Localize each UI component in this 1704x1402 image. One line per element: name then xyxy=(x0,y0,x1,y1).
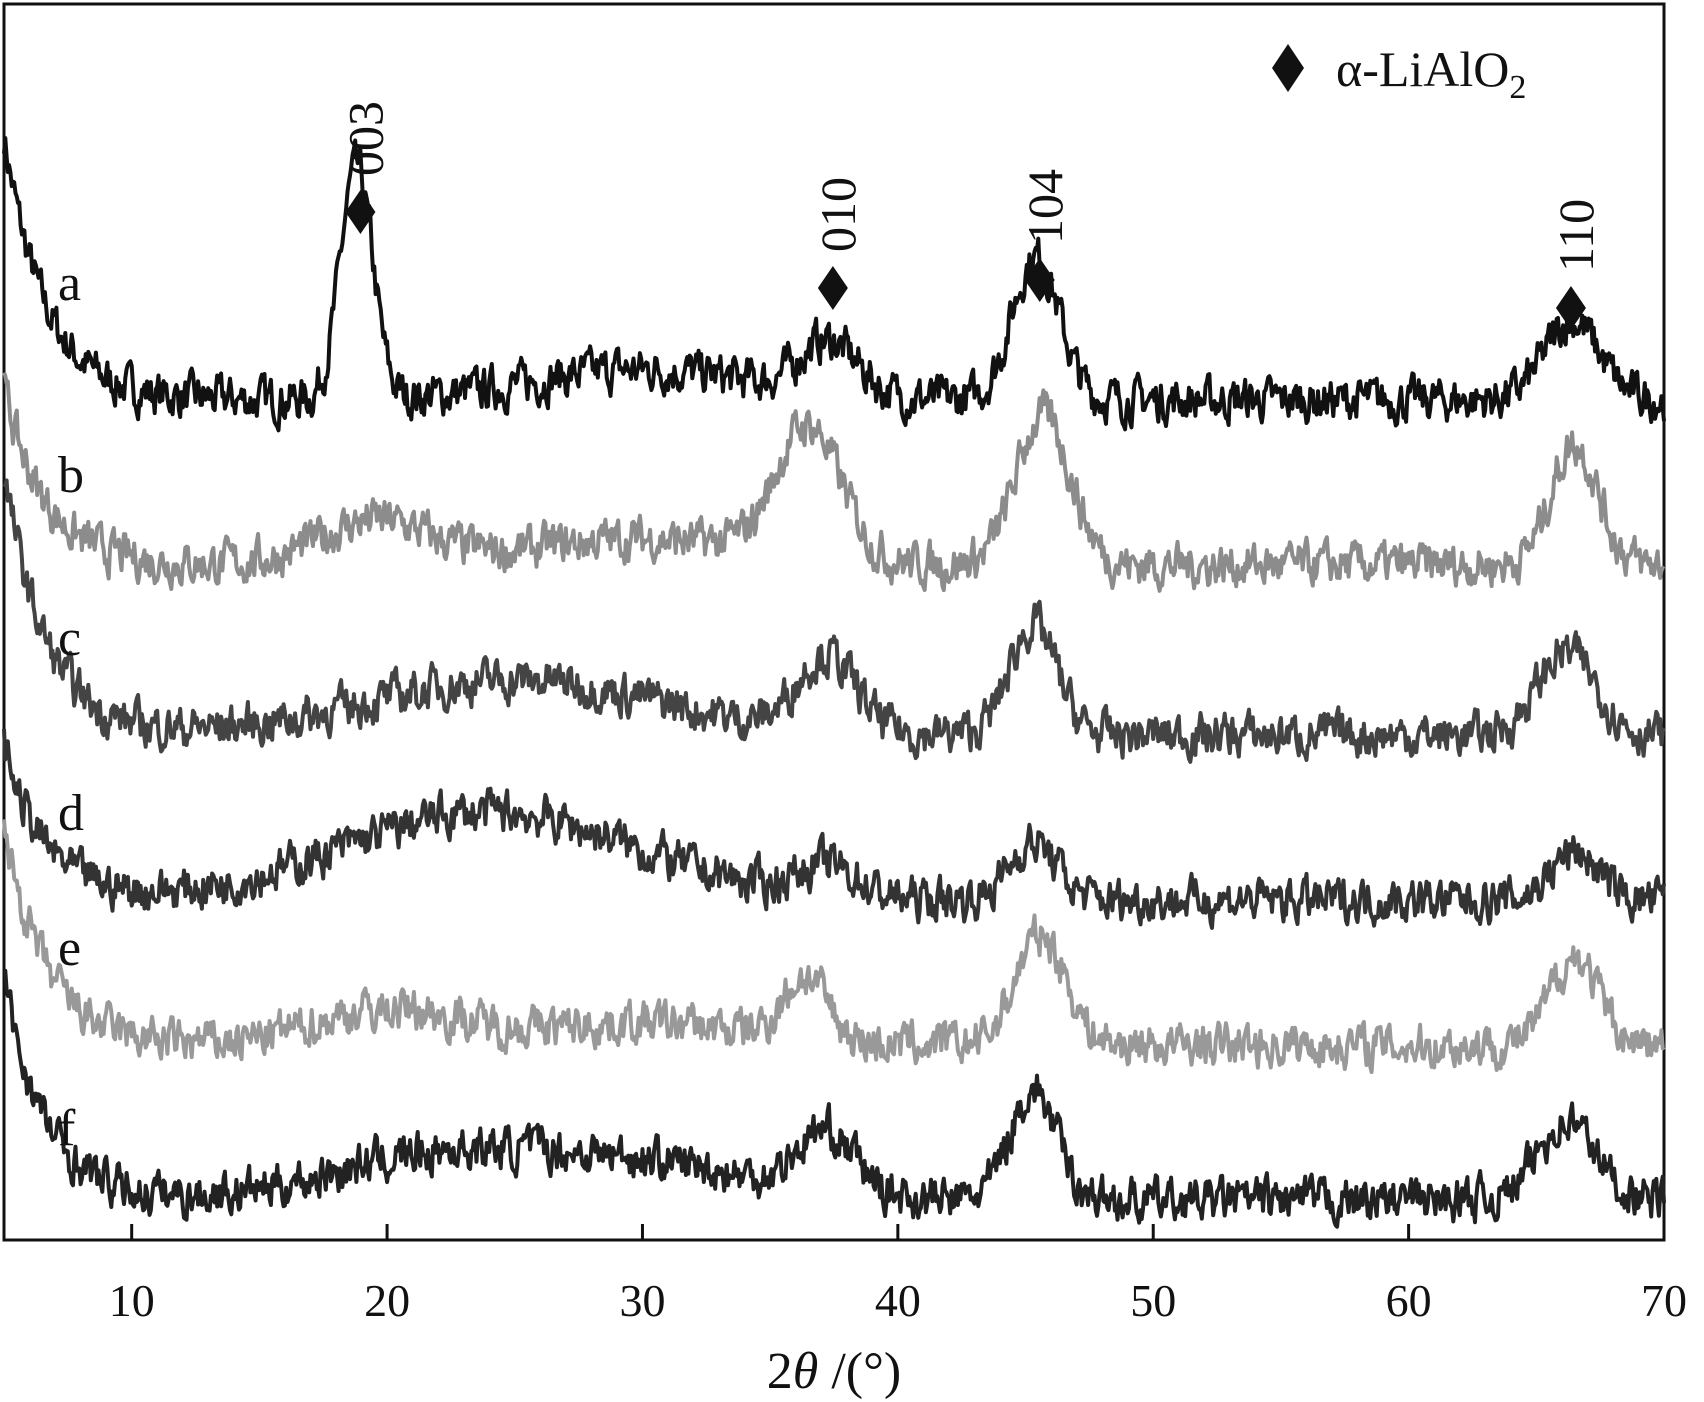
x-tick-label-10: 10 xyxy=(109,1275,155,1326)
peak-label-110: 110 xyxy=(1548,199,1604,272)
series-layer xyxy=(2,136,1666,1229)
series-line-a xyxy=(2,136,1666,433)
plot-frame xyxy=(2,2,1666,1242)
x-axis-label-suffix: /(°) xyxy=(818,1343,901,1400)
x-tick-label-70: 70 xyxy=(1641,1275,1687,1326)
x-axis-label: 2θ /(°) xyxy=(767,1343,901,1400)
peak-markers: 003 010 104 110 xyxy=(337,101,1604,330)
peak-diamond-icon-110 xyxy=(1555,286,1586,330)
series-label-a: a xyxy=(58,255,81,312)
x-axis-label-theta: θ xyxy=(793,1343,819,1400)
legend-label: α-LiAlO2 xyxy=(1336,41,1526,106)
series-label-d: d xyxy=(58,785,84,842)
x-tick-label-60: 60 xyxy=(1386,1275,1432,1326)
legend: α-LiAlO2 xyxy=(1272,41,1526,106)
series-label-e: e xyxy=(58,920,81,977)
series-line-d xyxy=(2,728,1666,930)
x-axis: 10 20 30 40 50 60 70 xyxy=(109,1224,1687,1326)
legend-label-main: α-LiAlO xyxy=(1336,41,1509,97)
series-label-f: f xyxy=(58,1100,76,1157)
x-tick-label-50: 50 xyxy=(1130,1275,1176,1326)
series-line-b xyxy=(2,371,1666,593)
series-line-f xyxy=(3,968,1666,1229)
series-label-c: c xyxy=(58,610,81,667)
peak-diamond-icon-003 xyxy=(345,190,376,234)
peak-label-104: 104 xyxy=(1017,169,1073,244)
peak-label-003: 003 xyxy=(337,101,393,176)
x-axis-label-prefix: 2 xyxy=(767,1343,793,1400)
series-line-c xyxy=(2,478,1666,764)
peak-diamond-icon-104 xyxy=(1024,258,1055,302)
peak-diamond-icon-010 xyxy=(817,266,848,310)
series-line-e xyxy=(2,819,1666,1074)
legend-label-subscript: 2 xyxy=(1509,69,1526,106)
x-tick-label-20: 20 xyxy=(364,1275,410,1326)
series-label-b: b xyxy=(58,447,84,504)
legend-diamond-icon xyxy=(1272,44,1304,92)
x-tick-label-30: 30 xyxy=(619,1275,665,1326)
x-tick-label-40: 40 xyxy=(875,1275,921,1326)
peak-label-010: 010 xyxy=(810,177,866,252)
series-labels: a b c d e f xyxy=(58,255,84,1157)
